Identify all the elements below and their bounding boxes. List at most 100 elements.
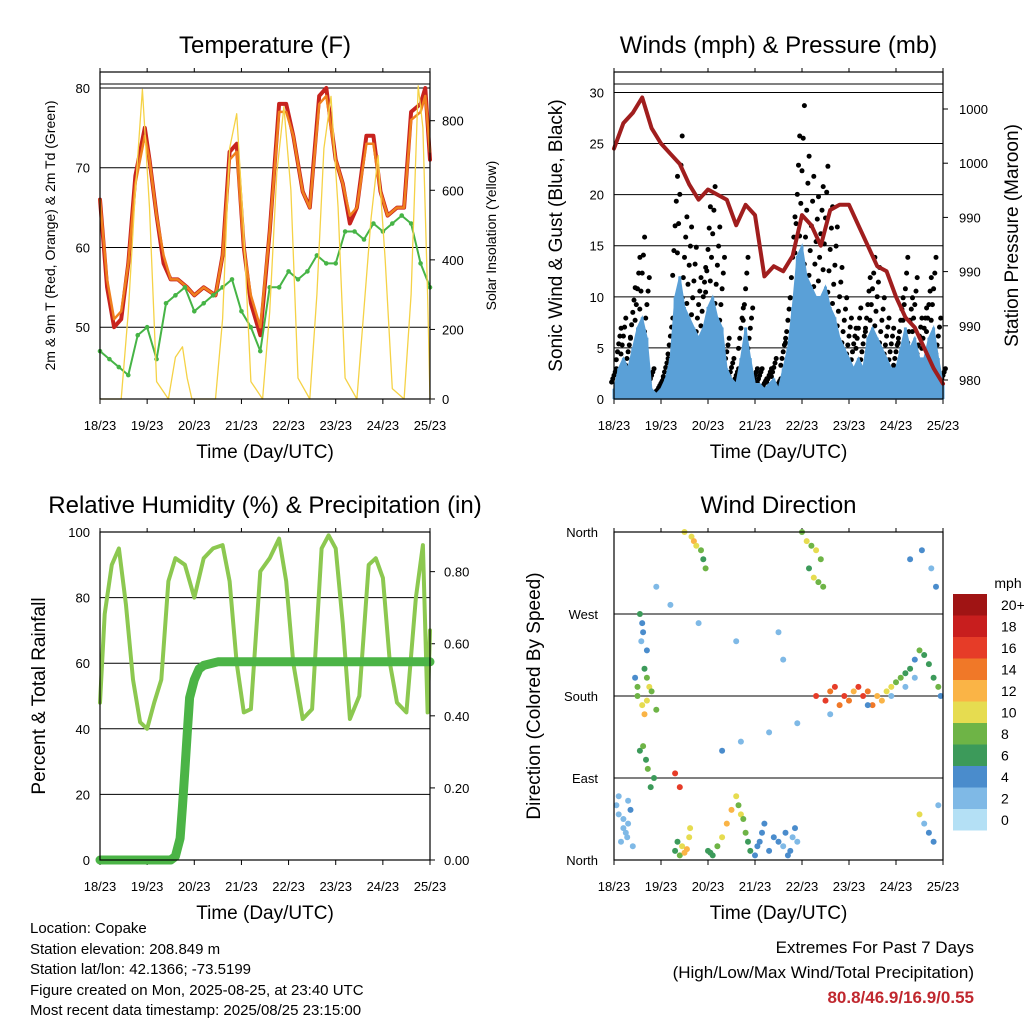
- gust-point: [738, 325, 744, 331]
- gust-point: [788, 275, 794, 281]
- direction-point: [806, 565, 812, 572]
- gust-point: [643, 315, 649, 321]
- y-tick-label: 60: [76, 240, 90, 255]
- gust-point: [832, 262, 838, 268]
- gust-point: [867, 275, 873, 281]
- direction-point: [933, 583, 939, 590]
- gust-point: [736, 345, 741, 351]
- x-tick-label: 24/23: [880, 879, 913, 894]
- direction-point: [643, 674, 650, 681]
- gust-point: [895, 340, 901, 346]
- direction-point: [624, 834, 631, 841]
- gust-point: [793, 221, 799, 227]
- gust-point: [796, 162, 801, 168]
- gust-point: [626, 342, 632, 348]
- direction-point: [618, 838, 624, 845]
- y-tick-label: 10: [590, 290, 604, 305]
- gust-point: [858, 305, 864, 311]
- x-tick-label: 21/23: [739, 879, 772, 894]
- direction-point: [831, 683, 838, 690]
- gust-point: [911, 315, 917, 321]
- gust-point: [931, 286, 937, 292]
- extremes-title: Extremes For Past 7 Days: [775, 938, 974, 957]
- direction-point: [864, 688, 871, 695]
- y2-tick-label: 0.60: [444, 637, 469, 652]
- direction-point: [841, 693, 848, 699]
- gust-point: [677, 191, 683, 197]
- direction-point: [676, 852, 683, 859]
- gust-point: [690, 295, 696, 301]
- gust-point: [810, 198, 816, 204]
- direction-point: [638, 638, 645, 645]
- colorbar-tick-label: 16: [1001, 640, 1017, 656]
- direction-point: [902, 670, 909, 677]
- colorbar-swatch: [953, 658, 987, 680]
- colorbar-tick-label: 0: [1001, 812, 1009, 828]
- gust-point: [906, 329, 912, 335]
- gust-point: [747, 325, 753, 331]
- direction-point: [735, 802, 742, 809]
- gust-point: [707, 204, 713, 210]
- x-tick-label: 22/23: [272, 418, 305, 433]
- gust-point: [816, 194, 821, 200]
- x-tick-label: 25/23: [927, 879, 960, 894]
- humidity-line: [98, 533, 432, 731]
- gust-point: [719, 286, 725, 292]
- direction-point: [803, 538, 810, 545]
- gust-point: [928, 317, 934, 323]
- gust-point: [642, 234, 648, 240]
- gust-point: [843, 306, 848, 312]
- gust-point: [712, 184, 718, 190]
- direction-point: [787, 847, 794, 854]
- latlon-text: Station lat/lon: 42.1366; -73.5199: [30, 961, 252, 978]
- gust-point: [629, 322, 635, 328]
- direction-point: [935, 802, 942, 809]
- gust-point: [870, 286, 875, 292]
- gust-point: [855, 325, 861, 331]
- gust-point: [624, 356, 630, 361]
- direction-point: [935, 683, 942, 690]
- gust-point: [770, 369, 776, 375]
- direction-point: [822, 697, 829, 704]
- gust-point: [928, 275, 934, 281]
- gust-point: [740, 317, 746, 323]
- y2-tick-label: 600: [442, 183, 464, 198]
- gust-point: [884, 333, 890, 339]
- y-tick-label: 0: [597, 392, 604, 407]
- direction-point: [850, 688, 857, 695]
- gust-point: [704, 268, 710, 274]
- gust-point: [665, 351, 671, 357]
- gust-point: [861, 333, 867, 339]
- gust-point: [737, 335, 743, 341]
- gust-point: [750, 305, 756, 311]
- x-tick-label: 23/23: [319, 418, 352, 433]
- direction-point: [737, 738, 744, 745]
- gust-point: [711, 207, 717, 213]
- gust-point: [673, 198, 679, 204]
- y-tick-label: 40: [76, 722, 90, 737]
- direction-point: [653, 583, 660, 590]
- gust-point: [741, 302, 747, 308]
- gust-point: [684, 214, 690, 220]
- direction-point: [679, 843, 686, 850]
- gust-point: [664, 360, 670, 366]
- y-axis-label: Percent & Total Rainfall: [29, 597, 50, 794]
- colorbar-swatch: [953, 766, 987, 788]
- direction-point: [636, 747, 643, 754]
- direction-point: [864, 702, 871, 709]
- gust-point: [768, 374, 774, 379]
- gust-point: [804, 207, 810, 213]
- x-tick-label: 22/23: [786, 879, 819, 894]
- direction-point: [784, 852, 791, 859]
- direction-point: [827, 711, 834, 718]
- direction-point: [766, 847, 773, 854]
- x-tick-label: 21/23: [739, 418, 772, 433]
- colorbar-tick-label: 12: [1001, 683, 1017, 699]
- direction-point: [646, 683, 653, 690]
- gust-point: [632, 317, 638, 323]
- gust-point: [857, 315, 863, 321]
- direction-point: [615, 793, 622, 800]
- y2-tick-label: 400: [442, 253, 464, 268]
- gust-point: [714, 262, 720, 268]
- y-tick-label: 0: [83, 853, 90, 868]
